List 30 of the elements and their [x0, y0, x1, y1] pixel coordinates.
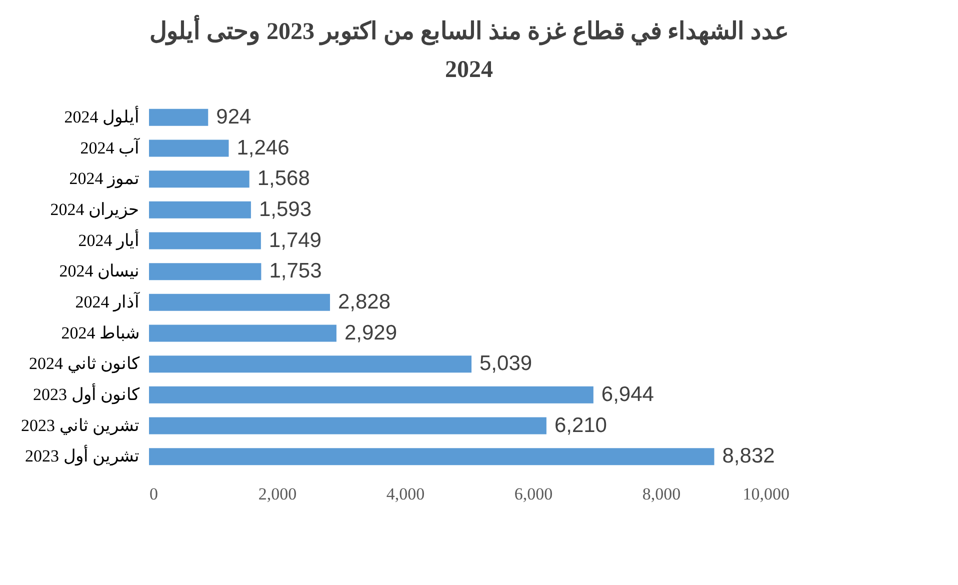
y-tick-label: كانون ثاني 2024 — [29, 354, 140, 374]
y-tick-label: كانون أول 2023 — [33, 382, 140, 405]
data-label: 1,568 — [257, 167, 310, 190]
x-tick-label: 8,000 — [642, 484, 681, 504]
x-tick-label: 0 — [150, 484, 158, 504]
data-label: 5,039 — [479, 352, 532, 376]
x-tick-label: 2,000 — [258, 484, 297, 504]
y-tick-label: أيلول 2024 — [64, 105, 140, 128]
y-tick-label: نيسان 2024 — [59, 262, 140, 281]
data-label: 6,944 — [601, 382, 654, 406]
y-tick-label: أيار 2024 — [78, 228, 140, 251]
data-label: 1,749 — [268, 228, 322, 252]
y-tick-label: شباط 2024 — [61, 323, 140, 342]
data-label: 2,828 — [338, 290, 391, 314]
y-tick-label: آذار 2024 — [75, 290, 140, 312]
data-label: 6,210 — [554, 414, 608, 437]
data-label: 2,929 — [344, 321, 398, 344]
y-tick-label: تشرين أول 2023 — [25, 444, 140, 467]
data-label: 1,246 — [236, 136, 290, 160]
x-tick-label: 4,000 — [386, 484, 425, 504]
y-tick-label: حزيران 2024 — [50, 200, 140, 220]
x-tick-label: 6,000 — [514, 484, 553, 504]
x-tick-label: 10,000 — [742, 484, 790, 504]
data-label: 8,832 — [722, 444, 775, 468]
y-tick-label: تشرين ثاني 2023 — [21, 416, 140, 436]
y-tick-label: تموز 2024 — [69, 169, 140, 190]
data-label: 1,593 — [258, 198, 312, 221]
data-label: 1,753 — [269, 260, 322, 283]
y-tick-label: آب 2024 — [80, 136, 140, 158]
data-label: 924 — [216, 105, 252, 128]
